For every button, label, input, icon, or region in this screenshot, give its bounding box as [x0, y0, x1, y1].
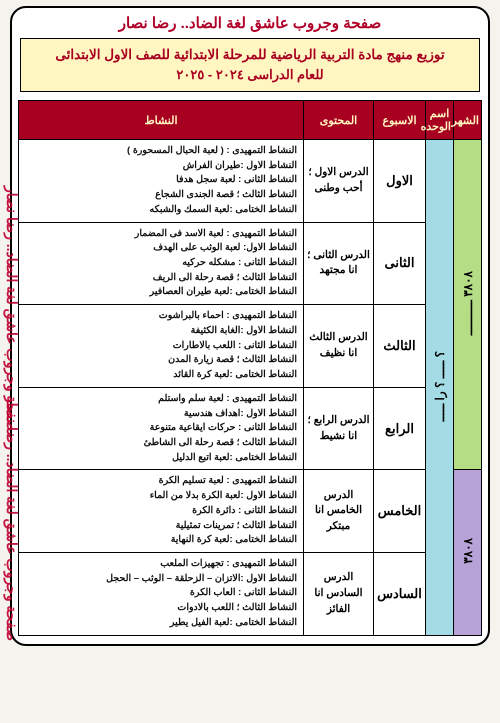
activity-line: النشاط الثالث ؛ قصة الجندى الشجاع [25, 188, 297, 203]
week-cell: الرابع [374, 387, 426, 470]
activity-line: النشاط التمهيدى : ( لعبة الحبال المسحورة… [25, 144, 297, 159]
table-row: ٣٨٠٨الخامسالدرس الخامس انا مبتكرالنشاط ا… [19, 470, 482, 553]
activity-line: النشاط الختامى :لعبة كرة النهاية [25, 533, 297, 548]
activity-line: النشاط الثانى : العاب الكرة [25, 586, 297, 601]
month-cell: ٣٨٠٨ [454, 470, 482, 635]
unit-cell: ؟ ـــــ ؟ را ـــــ [426, 140, 454, 636]
activity-line: النشاط الاول :لعبة الكرة بدلا من الماء [25, 489, 297, 504]
activity-line: النشاط الثالث ؛ قصة زيارة المدن [25, 353, 297, 368]
activity-line: النشاط الثالث ؛ قصة رحلة الى الريف [25, 271, 297, 286]
col-week: الاسبوع [374, 101, 426, 140]
week-cell: السادس [374, 552, 426, 635]
activity-line: النشاط الاول :الغابة الكثيفة [25, 324, 297, 339]
activity-line: النشاط الثالث ؛ قصة رحلة الى الشاطئ [25, 436, 297, 451]
activity-cell: النشاط التمهيدى : لعبة تسليم الكرةالنشاط… [19, 470, 304, 553]
activity-cell: النشاط التمهيدى : تجهيزات الملعبالنشاط ا… [19, 552, 304, 635]
table-row: السادسالدرس السادس انا الفائزالنشاط التم… [19, 552, 482, 635]
activity-cell: النشاط التمهيدى : ( لعبة الحبال المسحورة… [19, 140, 304, 223]
content-cell: الدرس الثالث انا نظيف [304, 305, 374, 388]
activity-line: النشاط الختامى :لعبة الفيل يطير [25, 616, 297, 631]
activity-line: النشاط الاول :طيران الفراش [25, 159, 297, 174]
activity-line: النشاط الثانى : دائرة الكرة [25, 504, 297, 519]
table-row: الرابعالدرس الرابع ؛ انا نشيطالنشاط التم… [19, 387, 482, 470]
table-header-row: الشهر اسم الوحده الاسبوع المحتوى النشاط [19, 101, 482, 140]
col-content: المحتوى [304, 101, 374, 140]
activity-line: النشاط التمهيدى : لعبة تسليم الكرة [25, 474, 297, 489]
month-cell: ٣٨٠٨ ــــــــــ [454, 140, 482, 470]
title-line-2: للعام الدراسى ٢٠٢٤ - ٢٠٢٥ [25, 67, 475, 83]
table-row: الثالثالدرس الثالث انا نظيفالنشاط التمهي… [19, 305, 482, 388]
activity-line: النشاط الثانى : حركات ايقاعية متنوعة [25, 421, 297, 436]
activity-line: النشاط التمهيدى : لعبة الاسد فى المضمار [25, 227, 297, 242]
activity-line: النشاط الختامى :لعبة اتبع الدليل [25, 451, 297, 466]
week-cell: الخامس [374, 470, 426, 553]
activity-line: النشاط التمهيدى : احماء بالبراشوت [25, 309, 297, 324]
activity-line: النشاط التمهيدى : لعبة سلم واستلم [25, 392, 297, 407]
content-cell: الدرس الخامس انا مبتكر [304, 470, 374, 553]
activity-line: النشاط الاول: لعبة الوثب على الهدف [25, 241, 297, 256]
activity-line: النشاط الختامى :لعبة طيران العصافير [25, 285, 297, 300]
content-cell: الدرس الاول ؛ أحب وطنى [304, 140, 374, 223]
activity-line: النشاط الثالث ؛ اللعب بالادوات [25, 601, 297, 616]
page-frame: صفحة وجروب عاشق لغة الضاد.. رضا نصار توز… [10, 6, 490, 646]
activity-line: النشاط الختامى :لعبة كرة القائد [25, 368, 297, 383]
activity-line: النشاط الاول :اهداف هندسية [25, 407, 297, 422]
activity-cell: النشاط التمهيدى : لعبة الاسد فى المضمارا… [19, 222, 304, 305]
content-cell: الدرس الثانى ؛ انا مجتهد [304, 222, 374, 305]
activity-cell: النشاط التمهيدى : لعبة سلم واستلمالنشاط … [19, 387, 304, 470]
content-cell: الدرس السادس انا الفائز [304, 552, 374, 635]
col-activity: النشاط [19, 101, 304, 140]
week-cell: الثانى [374, 222, 426, 305]
activity-line: النشاط التمهيدى : تجهيزات الملعب [25, 557, 297, 572]
week-cell: الثالث [374, 305, 426, 388]
activity-line: النشاط الختامى :لعبة السمك والشبكه [25, 203, 297, 218]
page-header: صفحة وجروب عاشق لغة الضاد.. رضا نصار [18, 12, 482, 36]
activity-line: النشاط الاول :الاتزان – الزحلقة – الوثب … [25, 572, 297, 587]
activity-line: النشاط الثانى : اللعب بالاطارات [25, 339, 297, 354]
content-cell: الدرس الرابع ؛ انا نشيط [304, 387, 374, 470]
week-cell: الاول [374, 140, 426, 223]
activity-cell: النشاط التمهيدى : احماء بالبراشوتالنشاط … [19, 305, 304, 388]
activity-line: النشاط الثالث ؛ تمرينات تمثيلية [25, 519, 297, 534]
col-unit: اسم الوحده [426, 101, 454, 140]
table-row: الثانىالدرس الثانى ؛ انا مجتهدالنشاط الت… [19, 222, 482, 305]
activity-line: النشاط الثانى : لعبة سجل هدفا [25, 173, 297, 188]
table-row: ٣٨٠٨ ــــــــــ؟ ـــــ ؟ را ـــــالاولال… [19, 140, 482, 223]
title-box: توزيع منهج مادة التربية الرياضية للمرحلة… [20, 38, 480, 92]
title-line-1: توزيع منهج مادة التربية الرياضية للمرحلة… [25, 47, 475, 63]
activity-line: النشاط الثانى : مشكله حركيه [25, 256, 297, 271]
col-month: الشهر [454, 101, 482, 140]
curriculum-table: الشهر اسم الوحده الاسبوع المحتوى النشاط … [18, 100, 482, 636]
